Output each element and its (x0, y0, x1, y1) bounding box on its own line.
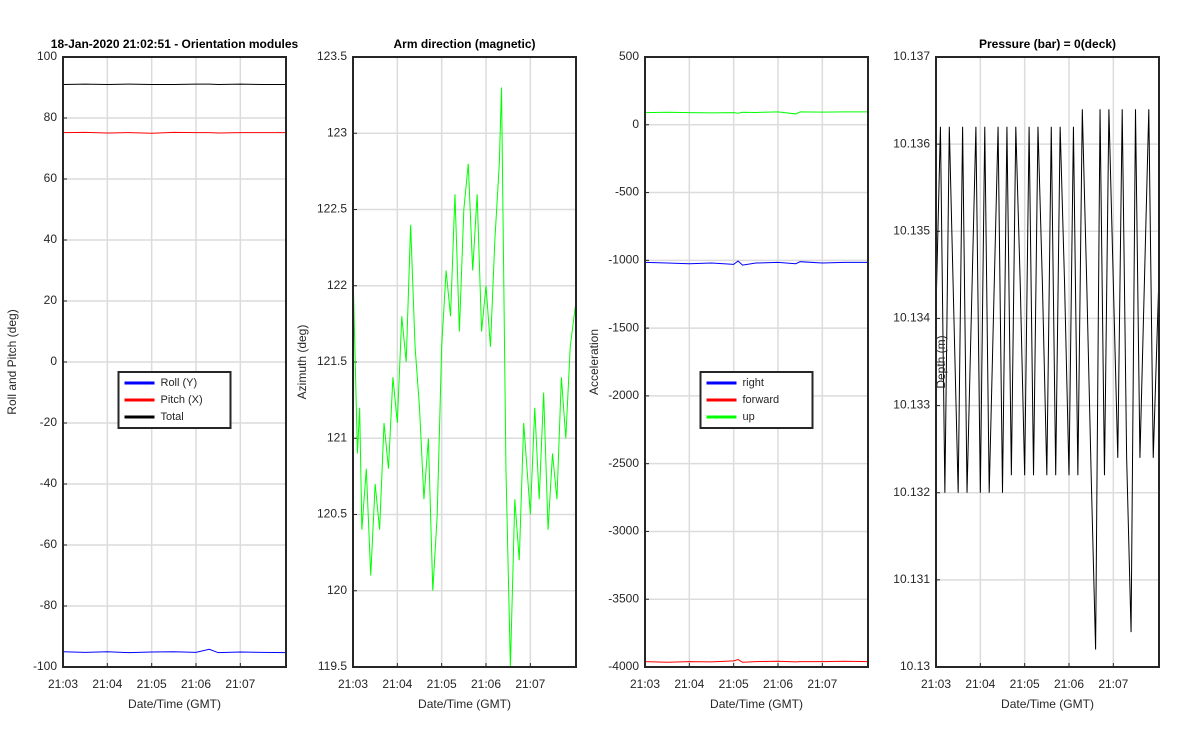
y-tick-label: 122 (327, 278, 347, 292)
y-axis-label: Depth (m) (934, 335, 948, 388)
plot-area (645, 57, 868, 667)
x-axis-label: Date/Time (GMT) (1001, 697, 1094, 711)
y-tick-label: 121 (327, 430, 347, 444)
x-axis-label: Date/Time (GMT) (418, 697, 511, 711)
y-tick-label: 120.5 (317, 507, 347, 521)
legend-label: right (743, 377, 764, 389)
y-tick-label: -100 (33, 659, 57, 673)
y-tick-label: 500 (619, 49, 639, 63)
x-tick-label: 21:07 (515, 677, 545, 691)
y-tick-label: 122.5 (317, 202, 347, 216)
y-axis-label: Roll and Pitch (deg) (5, 309, 19, 414)
legend: Roll (Y) Pitch (X) Total (117, 371, 232, 429)
x-axis-label: Date/Time (GMT) (128, 697, 221, 711)
x-tick-label: 21:04 (965, 677, 995, 691)
series-line (352, 87, 577, 668)
x-tick-label: 21:07 (807, 677, 837, 691)
y-tick-label: 10.133 (893, 398, 930, 412)
chart-title: 18-Jan-2020 21:02:51 - Orientation modul… (51, 37, 299, 51)
x-tick-label: 21:04 (382, 677, 412, 691)
y-tick-label: 80 (44, 110, 58, 124)
y-tick-label: -1500 (608, 320, 639, 334)
legend-label: forward (743, 394, 780, 406)
legend-label: Total (161, 411, 184, 423)
x-tick-label: 21:03 (338, 677, 368, 691)
y-tick-label: -3000 (608, 524, 639, 538)
x-tick-label: 21:03 (48, 677, 78, 691)
legend-label: Pitch (X) (161, 394, 203, 406)
y-tick-label: 10.132 (893, 485, 930, 499)
y-tick-label: -40 (40, 476, 58, 490)
y-tick-label: -4000 (608, 659, 639, 673)
y-tick-label: 20 (44, 293, 58, 307)
y-tick-label: 10.137 (893, 49, 930, 63)
x-tick-label: 21:07 (1098, 677, 1128, 691)
y-tick-label: -60 (40, 537, 58, 551)
series-line (644, 260, 868, 266)
series-line (935, 109, 1160, 650)
y-tick-label: 10.13 (900, 659, 930, 673)
y-tick-label: 123 (327, 125, 347, 139)
x-tick-label: 21:03 (630, 677, 660, 691)
chart-title: Arm direction (magnetic) (393, 37, 535, 51)
x-tick-label: 21:07 (225, 677, 255, 691)
x-tick-label: 21:05 (427, 677, 457, 691)
axes-box (62, 56, 287, 668)
x-tick-label: 21:05 (137, 677, 167, 691)
series-line (644, 111, 868, 115)
axes-box (935, 56, 1160, 668)
y-tick-label: 123.5 (317, 49, 347, 63)
y-tick-label: -1000 (608, 253, 639, 267)
y-tick-label: -3500 (608, 591, 639, 605)
y-tick-label: -2500 (608, 456, 639, 470)
x-tick-label: 21:06 (1054, 677, 1084, 691)
axes-box (644, 56, 869, 668)
y-tick-label: 10.131 (893, 572, 930, 586)
x-tick-label: 21:04 (674, 677, 704, 691)
y-tick-label: -2000 (608, 388, 639, 402)
x-tick-label: 21:05 (1010, 677, 1040, 691)
y-tick-label: -80 (40, 598, 58, 612)
legend-label: up (743, 411, 755, 423)
legend-label: Roll (Y) (161, 377, 198, 389)
x-tick-label: 21:05 (719, 677, 749, 691)
y-axis-label: Acceleration (587, 329, 601, 395)
series-line (62, 648, 287, 654)
legend: right forward up (699, 371, 814, 429)
series-line (644, 658, 869, 663)
y-tick-label: 10.136 (893, 136, 930, 150)
y-tick-label: -500 (615, 185, 639, 199)
y-tick-label: 60 (44, 171, 58, 185)
x-tick-label: 21:06 (471, 677, 501, 691)
x-tick-label: 21:06 (181, 677, 211, 691)
y-axis-label: Azimuth (deg) (295, 325, 309, 400)
y-tick-label: 121.5 (317, 354, 347, 368)
axes-box (352, 56, 577, 668)
y-tick-label: 0 (50, 354, 57, 368)
y-tick-label: 120 (327, 583, 347, 597)
x-tick-label: 21:04 (92, 677, 122, 691)
y-tick-label: 0 (632, 117, 639, 131)
x-tick-label: 21:03 (921, 677, 951, 691)
y-tick-label: 40 (44, 232, 58, 246)
x-axis-label: Date/Time (GMT) (710, 697, 803, 711)
y-tick-label: 100 (37, 49, 57, 63)
y-tick-label: 10.135 (893, 223, 930, 237)
series-line (62, 131, 286, 134)
x-tick-label: 21:06 (763, 677, 793, 691)
y-tick-label: 119.5 (318, 659, 347, 673)
chart-title: Pressure (bar) = 0(deck) (979, 37, 1116, 51)
y-tick-label: 10.134 (893, 311, 930, 325)
y-tick-label: -20 (40, 415, 58, 429)
